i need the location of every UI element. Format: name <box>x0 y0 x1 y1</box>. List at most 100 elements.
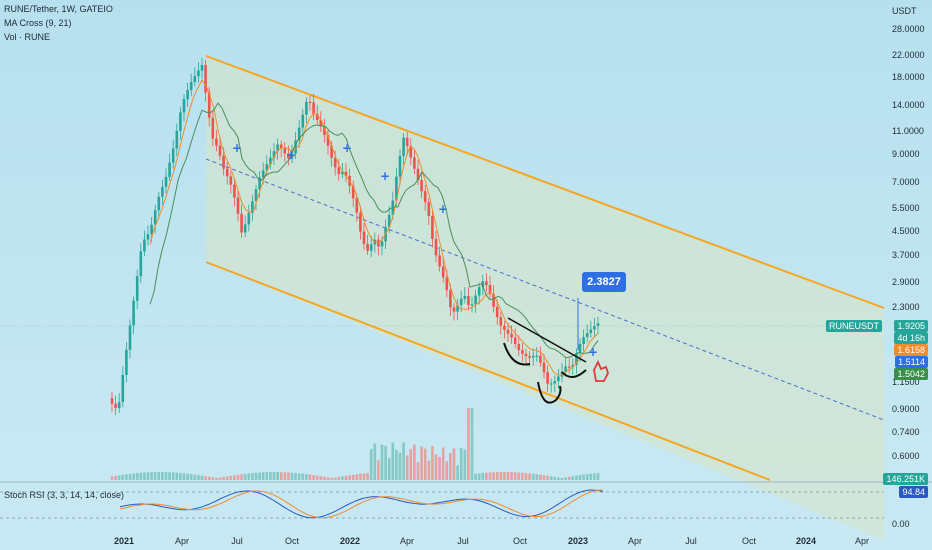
stoch-value-tag: 94.84 <box>899 486 928 498</box>
price-callout[interactable]: 2.3827 <box>582 272 626 292</box>
countdown-tag: 4d 16h <box>894 332 928 344</box>
stoch-d-line <box>119 489 604 519</box>
volume-bar <box>384 445 387 480</box>
price-tick: 0.7400 <box>892 427 920 437</box>
candle-body <box>355 198 359 213</box>
volume-bar <box>135 473 139 480</box>
ma-cross-marker: + <box>342 141 352 155</box>
candle-body <box>539 355 542 363</box>
volume-bar <box>409 448 413 480</box>
candle-body <box>312 102 315 114</box>
volume-bar <box>272 472 276 480</box>
ma-cross-marker: + <box>438 202 448 216</box>
volume-bar <box>416 462 420 480</box>
ma-cross-legend[interactable]: MA Cross (9, 21) <box>4 18 72 28</box>
candle-body <box>168 162 171 177</box>
candle-body <box>420 180 423 192</box>
volume-bar <box>528 473 531 480</box>
price-tick: 9.0000 <box>892 149 920 159</box>
candle-body <box>474 295 477 305</box>
price-tick: 28.0000 <box>892 24 925 34</box>
candle-body <box>593 325 596 330</box>
volume-bar <box>420 446 423 480</box>
candle-body <box>528 356 531 358</box>
price-tick: 2.9000 <box>892 277 920 287</box>
ma-fast-line <box>149 79 599 376</box>
ma-fast-tag: 1.6158 <box>894 344 928 356</box>
candle-body <box>218 145 222 156</box>
candle-body <box>315 113 319 120</box>
candle-body <box>452 307 456 312</box>
volume-bar <box>557 477 560 480</box>
volume-bar <box>578 475 582 480</box>
stoch-legend[interactable]: Stoch RSI (3, 3, 14, 14, close) <box>4 490 125 500</box>
candle-body <box>269 157 272 165</box>
candle-body <box>150 224 153 235</box>
volume-bar <box>319 476 323 480</box>
candle-body <box>402 137 405 156</box>
volume-bar <box>157 472 161 480</box>
volume-bar <box>503 472 506 480</box>
volume-bar <box>189 474 193 480</box>
candle-body <box>564 366 567 372</box>
volume-bar <box>153 472 157 480</box>
candle-body <box>449 290 452 308</box>
volume-bar <box>330 477 333 480</box>
candle-body <box>164 176 168 187</box>
drawing-head <box>537 381 562 404</box>
volume-bar <box>110 476 114 480</box>
currency-label: USDT <box>892 6 917 16</box>
ma-cross-marker: + <box>286 148 296 162</box>
volume-bar <box>405 455 409 480</box>
candle-body <box>254 189 258 202</box>
candle-body <box>369 244 373 251</box>
volume-bar <box>254 472 258 480</box>
volume-bar <box>251 473 254 480</box>
volume-bar <box>348 475 351 480</box>
volume-bar <box>438 456 441 480</box>
volume-bar <box>535 474 539 480</box>
volume-bar <box>546 475 549 480</box>
symbol-legend[interactable]: RUNE/Tether, 1W, GATEIO <box>4 4 113 14</box>
volume-bar <box>197 475 200 480</box>
volume-bar <box>351 474 355 480</box>
candle-body <box>546 372 549 384</box>
candle-body <box>186 90 189 100</box>
candle-body <box>535 355 539 357</box>
candle-body <box>301 114 305 128</box>
candle-body <box>157 196 161 211</box>
volume-bar <box>287 472 290 480</box>
volume-bar <box>524 473 528 480</box>
candle-body <box>251 201 254 213</box>
volume-bar <box>499 472 503 480</box>
volume-bar <box>477 473 481 480</box>
price-tick: 14.0000 <box>892 100 925 110</box>
ma-slow-line <box>149 102 599 359</box>
volume-bar <box>265 472 269 480</box>
candle-body <box>240 213 243 233</box>
volume-bar <box>423 448 427 480</box>
candle-body <box>236 197 240 214</box>
volume-bar <box>243 473 247 480</box>
volume-bar <box>355 474 359 480</box>
candle-body <box>337 167 341 175</box>
candle-body <box>189 82 193 91</box>
volume-bar <box>521 472 524 480</box>
candle-body <box>132 300 135 326</box>
volume-bar <box>481 473 485 480</box>
time-tick: Apr <box>627 536 643 546</box>
volume-legend[interactable]: Vol · RUNE <box>4 32 51 42</box>
candle-body <box>215 138 218 146</box>
candle-body <box>456 305 459 312</box>
volume-bar <box>488 472 492 480</box>
volume-bar <box>315 475 319 480</box>
candle-body <box>319 119 323 127</box>
time-tick: Jul <box>685 536 697 546</box>
ma-cross-marker: + <box>232 141 242 155</box>
candle-body <box>398 155 402 177</box>
candle-body <box>459 298 463 306</box>
candle-body <box>161 186 164 197</box>
candle-body <box>290 153 294 159</box>
